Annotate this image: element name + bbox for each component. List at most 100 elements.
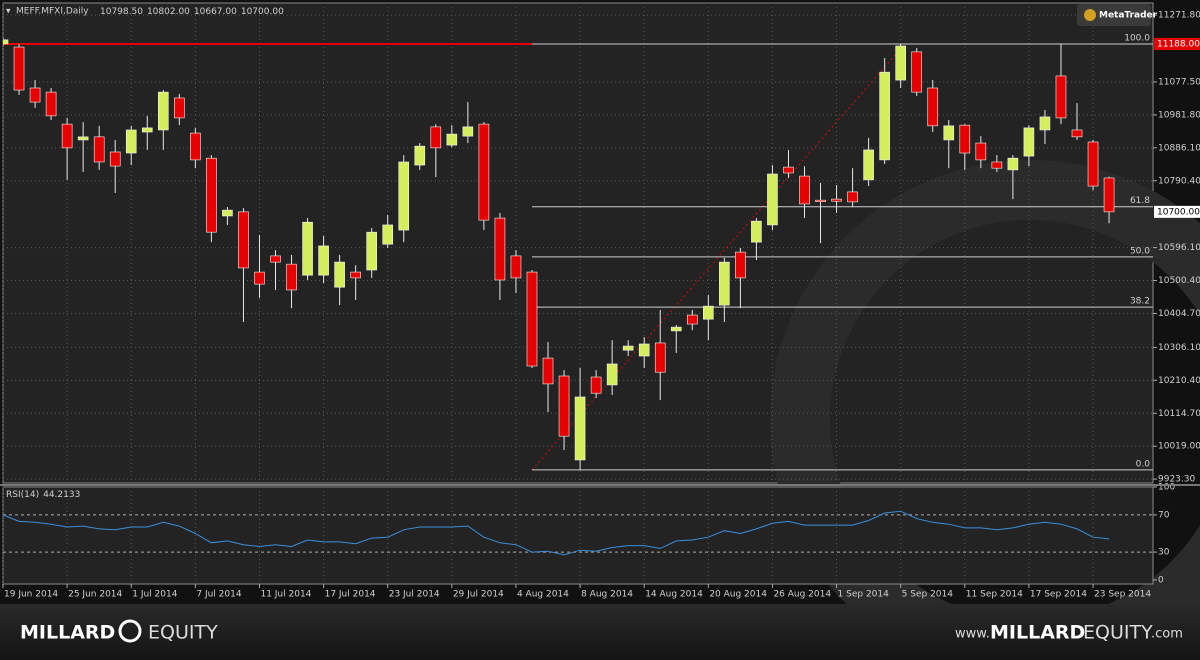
candle-body	[125, 129, 137, 154]
candle-body	[783, 166, 794, 174]
candle-body	[703, 305, 714, 320]
candle-body	[141, 127, 153, 133]
x-tick-label: 5 Sep 2014	[902, 590, 954, 600]
candle-body	[45, 91, 57, 117]
candle-body	[414, 145, 426, 166]
footer-band	[0, 604, 1200, 660]
candle-body	[1071, 129, 1083, 138]
ohlc-value: 10798.50	[100, 7, 143, 17]
candle-body	[286, 263, 297, 291]
x-tick-label: 11 Sep 2014	[966, 590, 1023, 600]
ohlc-value: 10802.00	[147, 7, 190, 17]
collapse-icon: ▾	[6, 7, 11, 17]
x-tick-label: 20 Aug 2014	[709, 590, 767, 600]
y-tick-label: 9923.30	[1158, 475, 1195, 485]
platform-logo-icon	[1084, 9, 1096, 21]
candle-body	[911, 51, 923, 93]
candle-body	[1039, 116, 1051, 131]
candle-body	[302, 221, 313, 276]
candle-body	[446, 133, 458, 146]
x-tick-label: 23 Sep 2014	[1094, 590, 1151, 600]
candle-body	[462, 126, 474, 137]
y-tick-label: 10114.70	[1158, 409, 1200, 419]
rsi-tick-label: 0	[1158, 576, 1164, 586]
candle-body	[895, 45, 906, 81]
x-tick-label: 17 Sep 2014	[1030, 590, 1087, 600]
candle-body	[430, 126, 442, 149]
y-tick-label: 10306.10	[1158, 343, 1200, 353]
fib-label: 38.2	[1130, 297, 1150, 307]
candle-body	[109, 151, 121, 167]
y-tick-label: 10790.40	[1158, 176, 1200, 186]
y-tick-label: 10404.70	[1158, 309, 1200, 319]
grid: 11271.80 11077.50 10981.80 10886.10 10790.40…	[2, 3, 1200, 600]
rsi-tick-label: 100	[1158, 483, 1175, 493]
candle-body	[638, 343, 650, 357]
panel-separator	[0, 484, 1200, 486]
price-label-box	[1154, 205, 1200, 218]
candle-body	[334, 261, 345, 288]
x-tick-label: 7 Jul 2014	[196, 590, 241, 600]
y-tick-label: 10019.00	[1158, 442, 1200, 452]
candle-body	[799, 175, 810, 205]
candle-body	[29, 87, 41, 103]
candle-body	[494, 217, 506, 281]
platform-logo: MetaTrader	[1099, 11, 1158, 21]
brand-left-2: EQUITY	[148, 622, 218, 644]
price-label: 11188.00	[1157, 39, 1200, 49]
fib-label: 0.0	[1136, 459, 1151, 469]
candle-body	[654, 342, 666, 373]
candle-body	[943, 125, 955, 141]
x-tick-label: 26 Aug 2014	[773, 590, 831, 600]
y-tick-label: 10886.10	[1158, 143, 1200, 153]
candle-body	[959, 124, 971, 154]
candle-body	[574, 396, 586, 461]
candle-body	[606, 363, 618, 386]
candle-body	[847, 191, 858, 203]
candle-body	[158, 91, 169, 131]
trend-line	[531, 43, 906, 471]
y-tick-label: 11271.80	[1158, 11, 1200, 21]
symbol: MEFF.MFXI,Daily	[16, 7, 89, 17]
candle-body	[1103, 177, 1115, 213]
candle-body	[670, 326, 682, 332]
ohlc-header: 10798.50 10802.00 10667.00 10700.00	[100, 7, 284, 17]
candle-body	[558, 375, 570, 437]
rsi-name: RSI(14)	[6, 490, 39, 500]
x-tick-label: 1 Jul 2014	[132, 590, 177, 600]
y-tick-label: 10210.40	[1158, 376, 1200, 386]
candle-body	[815, 199, 826, 202]
candle-body	[190, 132, 201, 161]
candle-body	[61, 123, 73, 149]
y-tick-label: 10981.80	[1158, 110, 1200, 120]
candle-body	[382, 224, 394, 245]
url-4: .com	[1151, 627, 1183, 642]
candle-body	[1007, 157, 1019, 171]
candle-body	[1087, 141, 1099, 187]
candle-body	[991, 161, 1003, 169]
candle-body	[1055, 75, 1067, 119]
candle-body	[206, 157, 217, 233]
candle-body	[270, 255, 281, 263]
candle-body	[622, 345, 634, 351]
rsi-value: 44.2133	[43, 490, 80, 500]
candle-body	[751, 220, 762, 243]
candle-body	[77, 136, 89, 141]
rsi-line	[2, 510, 1110, 556]
x-tick-label: 8 Aug 2014	[581, 590, 633, 600]
x-tick-label: 19 Jun 2014	[4, 590, 58, 600]
candle-body	[93, 136, 105, 163]
candle-body	[863, 149, 874, 181]
candle-body	[3, 39, 9, 45]
fib-label: 50.0	[1130, 246, 1150, 256]
url-1: www.	[955, 627, 990, 642]
x-tick-label: 1 Sep 2014	[838, 590, 890, 600]
x-tick-label: 14 Aug 2014	[645, 590, 703, 600]
price-label-box	[1154, 37, 1200, 50]
candle-body	[478, 123, 490, 221]
candle-body	[318, 245, 329, 276]
y-tick-label: 10596.10	[1158, 243, 1200, 253]
rsi-tick-label: 30	[1158, 548, 1170, 558]
